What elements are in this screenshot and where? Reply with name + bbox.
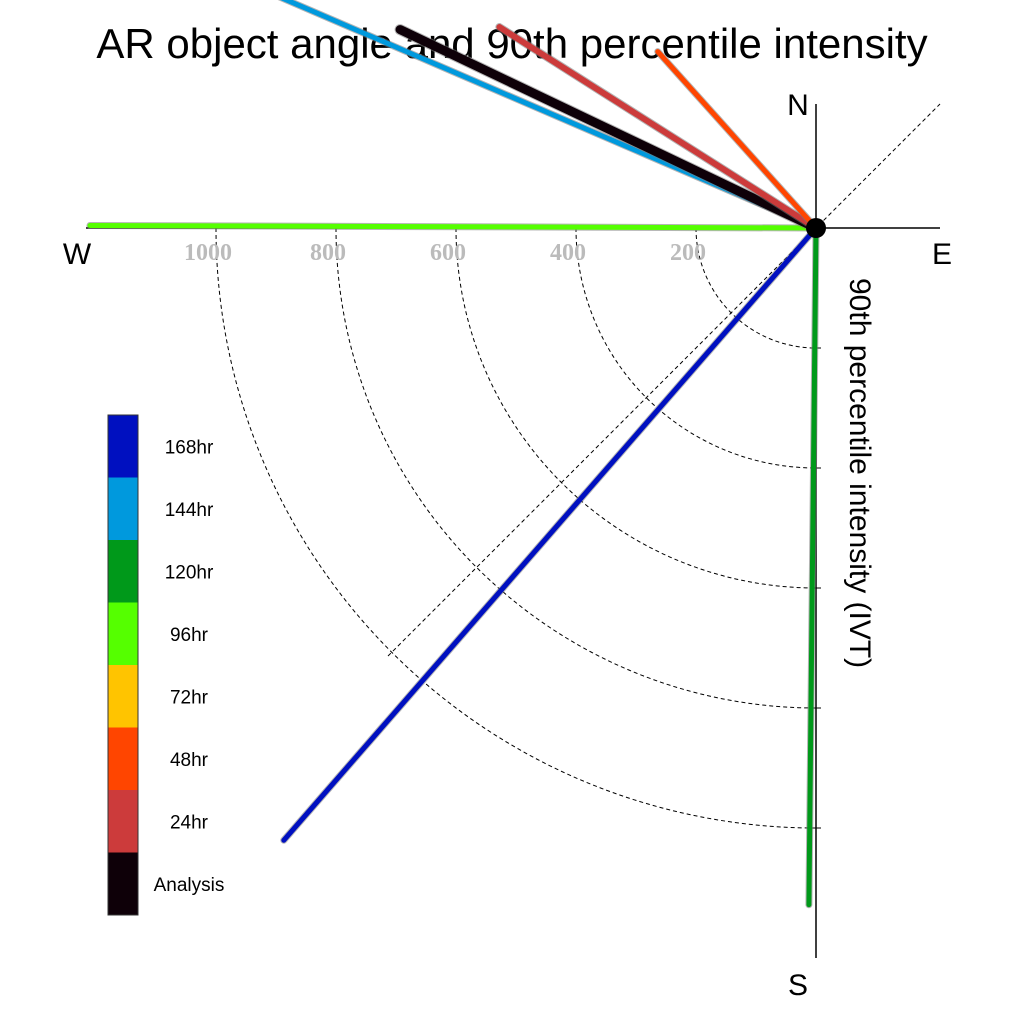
- grid-arc-800: [335, 227, 817, 709]
- legend-label-analysis: Analysis: [154, 875, 225, 896]
- legend-swatch-144hr: [108, 477, 138, 540]
- radial-tick-label-1000: 1000: [184, 240, 232, 266]
- vector-96hr: [87, 222, 819, 231]
- legend-label-96hr: 96hr: [170, 625, 209, 646]
- legend-swatch-96hr: [108, 602, 138, 665]
- vector-48hr: [655, 49, 819, 231]
- legend-swatch-120hr: [108, 540, 138, 603]
- chart-title: AR object angle and 90th percentile inte…: [96, 20, 927, 67]
- vector-series: [86, 0, 822, 909]
- south-label: S: [788, 969, 808, 1002]
- polar-grid: [215, 103, 941, 829]
- west-label: W: [63, 238, 92, 271]
- legend-label-144hr: 144hr: [165, 500, 214, 521]
- legend-swatch-168hr: [108, 415, 138, 478]
- legend-swatch-analysis: [108, 852, 138, 915]
- grid-arc-1000: [215, 227, 817, 829]
- legend-swatch-48hr: [108, 727, 138, 790]
- legend-label-168hr: 168hr: [165, 437, 214, 458]
- radial-tick-labels: 200 400 600 800 1000: [184, 240, 706, 266]
- legend-label-24hr: 24hr: [170, 812, 209, 833]
- legend-swatch-72hr: [108, 665, 138, 728]
- grid-arc-400: [575, 227, 817, 469]
- legend: 168hr 144hr 120hr 96hr 72hr 48hr 24hr Analysis: [107, 414, 225, 916]
- y-axis-label: 90th percentile intensity (IVT): [843, 278, 876, 668]
- north-label: N: [787, 89, 809, 122]
- legend-label-48hr: 48hr: [170, 750, 209, 771]
- legend-label-120hr: 120hr: [165, 562, 214, 583]
- legend-label-72hr: 72hr: [170, 687, 209, 708]
- legend-border: [107, 414, 139, 916]
- vector-168hr: [281, 225, 819, 843]
- legend-swatch-24hr: [108, 790, 138, 853]
- radial-tick-label-800: 800: [310, 240, 346, 266]
- vector-analysis: [395, 25, 821, 233]
- vector-24hr: [496, 24, 819, 231]
- radial-tick-label-200: 200: [670, 240, 706, 266]
- radial-tick-label-600: 600: [430, 240, 466, 266]
- radial-tick-label-400: 400: [550, 240, 586, 266]
- origin-dot: [806, 218, 826, 238]
- east-label: E: [932, 238, 952, 271]
- vector-120hr: [806, 225, 819, 908]
